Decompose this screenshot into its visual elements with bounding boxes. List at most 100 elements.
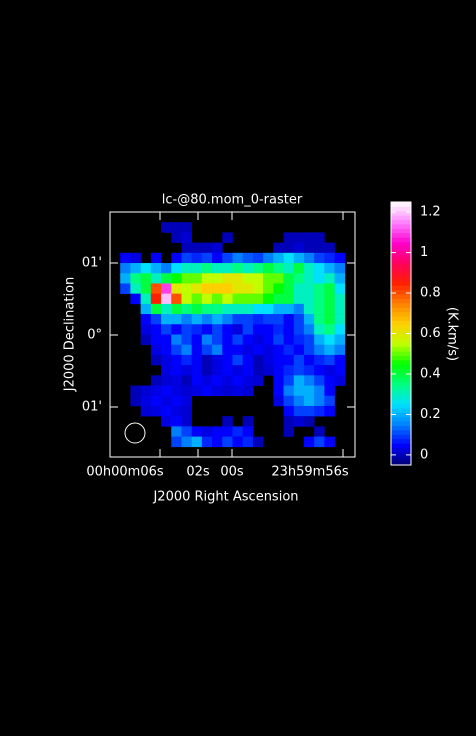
cell <box>161 283 172 294</box>
cell <box>181 283 192 294</box>
cell <box>242 314 254 325</box>
colorbar-slice <box>391 250 411 256</box>
y-tick-label: 01' <box>82 256 102 271</box>
cell <box>273 334 284 346</box>
cell <box>171 314 182 325</box>
cell <box>314 436 325 448</box>
x-tick-label: 00s <box>220 465 244 480</box>
colorbar-slice <box>391 272 411 278</box>
cell <box>303 385 315 397</box>
cell <box>130 293 141 305</box>
cell <box>181 385 192 397</box>
colorbar-slice <box>391 451 411 457</box>
cell <box>130 273 141 284</box>
colorbar-slice <box>391 416 411 422</box>
cell <box>161 344 172 356</box>
beam <box>124 422 146 444</box>
cell <box>140 324 152 335</box>
cell <box>324 273 335 284</box>
heatmap <box>120 222 346 448</box>
cell <box>283 385 295 397</box>
cell <box>191 365 203 376</box>
colorbar-slice <box>391 206 411 212</box>
cell <box>191 436 203 448</box>
cell <box>242 334 254 346</box>
x-axis-label: J2000 Right Ascension <box>152 490 298 505</box>
cell <box>181 334 192 346</box>
y-tick-label: 0° <box>87 328 102 343</box>
cell <box>293 344 305 356</box>
cell <box>232 324 244 335</box>
cell <box>161 354 172 366</box>
cell <box>201 334 213 346</box>
cell <box>161 334 172 346</box>
cell <box>150 395 162 407</box>
cell <box>273 324 284 335</box>
cell <box>293 405 305 417</box>
cell <box>263 293 274 305</box>
cell <box>293 395 305 407</box>
colorbar-slice <box>391 276 411 282</box>
cell <box>242 273 254 284</box>
cell <box>232 263 244 274</box>
cell <box>324 324 335 335</box>
cell <box>181 324 192 335</box>
cell <box>273 375 284 386</box>
cell <box>324 283 335 294</box>
cell <box>303 354 315 366</box>
cell <box>252 273 264 284</box>
cell <box>201 283 213 294</box>
colorbar-slice <box>391 390 411 396</box>
cell <box>334 252 346 264</box>
colorbar-tick-label: 1 <box>420 245 428 260</box>
cell <box>252 263 264 274</box>
cell <box>283 416 295 427</box>
cell <box>303 293 315 305</box>
cell <box>283 293 295 305</box>
cell <box>293 416 305 427</box>
cell <box>252 375 264 386</box>
colorbar-slice <box>391 228 411 234</box>
cell <box>334 354 346 366</box>
colorbar-slice <box>391 372 411 378</box>
cell <box>293 263 305 274</box>
cell <box>140 283 152 294</box>
cell <box>334 263 346 274</box>
cell <box>222 354 233 366</box>
cell <box>273 293 284 305</box>
cell <box>191 252 203 264</box>
colorbar-slice <box>391 447 411 453</box>
cell <box>273 273 284 284</box>
cell <box>334 334 346 346</box>
cell <box>150 273 162 284</box>
cell <box>150 344 162 356</box>
cell <box>171 334 182 346</box>
cell <box>273 344 284 356</box>
cell <box>303 395 315 407</box>
cell <box>263 283 274 294</box>
cell <box>201 252 213 264</box>
cell <box>324 242 335 254</box>
cell <box>314 252 325 264</box>
cell <box>201 273 213 284</box>
cell <box>201 385 213 397</box>
cell <box>303 314 315 325</box>
cell <box>140 303 152 315</box>
cell <box>222 375 233 386</box>
cell <box>334 303 346 315</box>
cell <box>263 354 274 366</box>
cell <box>303 324 315 335</box>
cell <box>201 344 213 356</box>
cell <box>161 222 172 233</box>
cell <box>232 283 244 294</box>
cell <box>314 293 325 305</box>
cell <box>283 354 295 366</box>
cell <box>232 354 244 366</box>
colorbar-slice <box>391 333 411 339</box>
cell <box>191 334 203 346</box>
cell <box>201 324 213 335</box>
cell <box>293 303 305 315</box>
cell <box>232 314 244 325</box>
cell <box>273 314 284 325</box>
cell <box>293 283 305 294</box>
